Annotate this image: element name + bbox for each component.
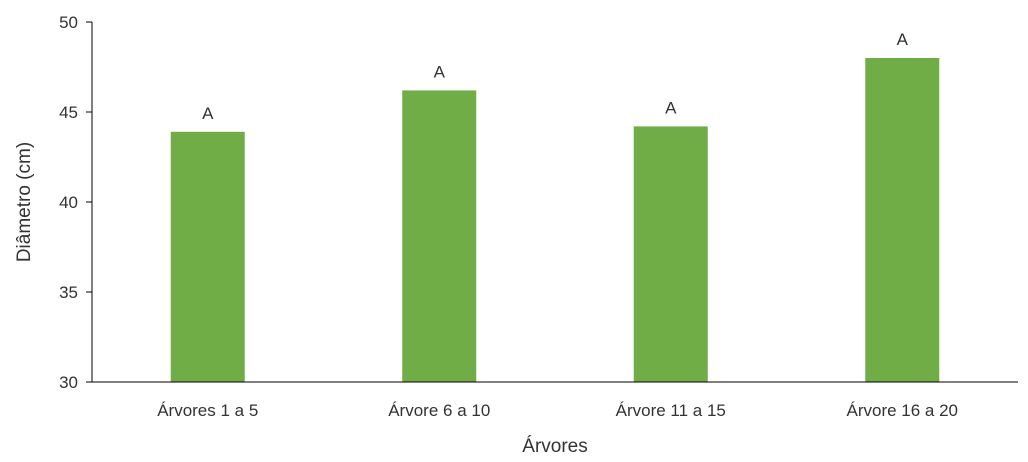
x-axis-labels: Árvores 1 a 5 Árvore 6 a 10 Árvore 11 a 15… <box>157 401 958 420</box>
x-tick-label: Árvore 6 a 10 <box>388 401 490 420</box>
x-axis-title: Árvores <box>522 436 587 457</box>
bar-data-label: A <box>202 104 214 123</box>
bar <box>402 90 477 383</box>
bar <box>633 126 708 383</box>
bar-data-label: A <box>665 98 677 117</box>
x-tick-label: Árvores 1 a 5 <box>157 401 258 420</box>
y-tick-label: 35 <box>59 283 78 302</box>
bar-data-label: A <box>434 62 446 81</box>
data-labels-group: A A A A <box>202 30 909 123</box>
bar-data-label: A <box>897 30 909 49</box>
y-tick-label: 40 <box>59 193 78 212</box>
bar <box>865 58 940 382</box>
x-tick-label: Árvore 11 a 15 <box>616 401 726 420</box>
x-tick-label: Árvore 16 a 20 <box>846 401 958 420</box>
y-axis-title: Diâmetro (cm) <box>14 142 35 262</box>
bar <box>170 131 245 382</box>
y-tick-label: 50 <box>59 13 78 32</box>
bars-group <box>170 58 940 383</box>
y-axis-ticks: 30 35 40 45 50 <box>59 13 92 392</box>
y-tick-label: 45 <box>59 103 78 122</box>
y-tick-label: 30 <box>59 373 78 392</box>
